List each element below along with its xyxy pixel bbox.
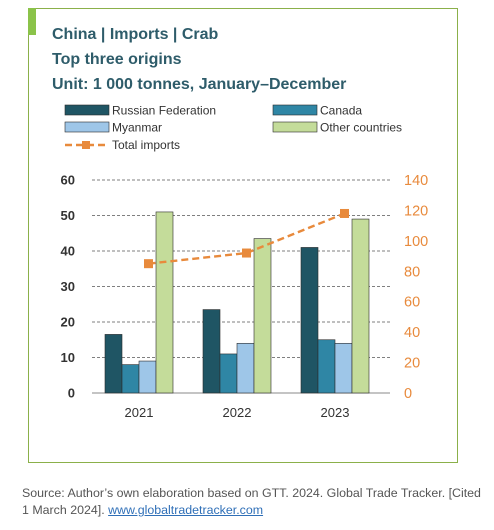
legend-label: Canada	[320, 104, 362, 118]
chart-unit: Unit: 1 000 tonnes, January–December	[52, 76, 347, 93]
legend-swatch	[64, 104, 110, 116]
bar-other-countries	[351, 218, 370, 394]
right-tick-label: 0	[404, 386, 412, 402]
bar-russian-federation	[202, 309, 221, 394]
legend-swatch	[64, 121, 110, 133]
left-tick-label: 50	[61, 208, 75, 223]
legend-label: Myanmar	[112, 121, 162, 135]
legend-line-marker	[82, 141, 90, 149]
bar-russian-federation	[104, 334, 123, 394]
x-tick-label: 2022	[223, 405, 252, 420]
left-tick-label: 0	[68, 386, 75, 401]
left-tick-label: 20	[61, 315, 75, 330]
right-axis: 0 20 40 60 80 100 120 140	[404, 173, 428, 402]
left-tick-label: 60	[61, 173, 75, 188]
right-tick-label: 100	[404, 234, 428, 250]
total-imports-point	[340, 208, 349, 218]
right-tick-label: 20	[404, 356, 420, 372]
legend-label: Total imports	[112, 138, 180, 152]
bar-russian-federation	[300, 247, 319, 394]
x-tick-label: 2021	[125, 405, 154, 420]
right-tick-label: 140	[404, 173, 428, 189]
bars	[104, 211, 370, 394]
x-axis: 2021 2022 2023	[125, 405, 350, 420]
bar-myanmar	[334, 342, 353, 394]
chart: Russian Federation Canada Myanmar Other cou…	[61, 104, 429, 421]
source-text: Source: Author’s own elaboration based o…	[22, 486, 481, 517]
left-tick-label: 10	[61, 350, 75, 365]
legend-swatch	[272, 121, 318, 133]
bar-other-countries	[155, 211, 174, 394]
source-note: Source: Author’s own elaboration based o…	[22, 485, 482, 519]
total-imports-point	[144, 259, 153, 269]
total-imports-line-path	[148, 212, 345, 265]
chart-title: China | Imports | Crab	[52, 26, 219, 43]
bar-canada	[121, 364, 140, 394]
x-tick-label: 2023	[321, 405, 350, 420]
bar-other-countries	[253, 238, 272, 394]
source-link[interactable]: www.globaltradetracker.com	[108, 503, 264, 517]
bar-canada	[317, 339, 336, 394]
legend-label: Other countries	[320, 121, 402, 135]
bar-canada	[219, 353, 238, 394]
right-tick-label: 40	[404, 325, 420, 341]
legend-label: Russian Federation	[112, 104, 216, 118]
chart-subtitle: Top three origins	[52, 51, 182, 68]
left-tick-label: 40	[61, 244, 75, 259]
left-tick-label: 30	[61, 279, 75, 294]
left-axis: 0 10 20 30 40 50 60	[61, 173, 75, 401]
right-tick-label: 60	[404, 295, 420, 311]
title-accent-bar	[28, 8, 36, 35]
bar-myanmar	[138, 360, 157, 394]
right-tick-label: 120	[404, 203, 428, 219]
bar-myanmar	[236, 342, 255, 394]
legend: Russian Federation Canada Myanmar Other cou…	[64, 104, 402, 152]
legend-swatch	[272, 104, 318, 116]
right-tick-label: 80	[404, 264, 420, 280]
total-imports-line	[144, 208, 349, 269]
total-imports-point	[242, 248, 251, 258]
